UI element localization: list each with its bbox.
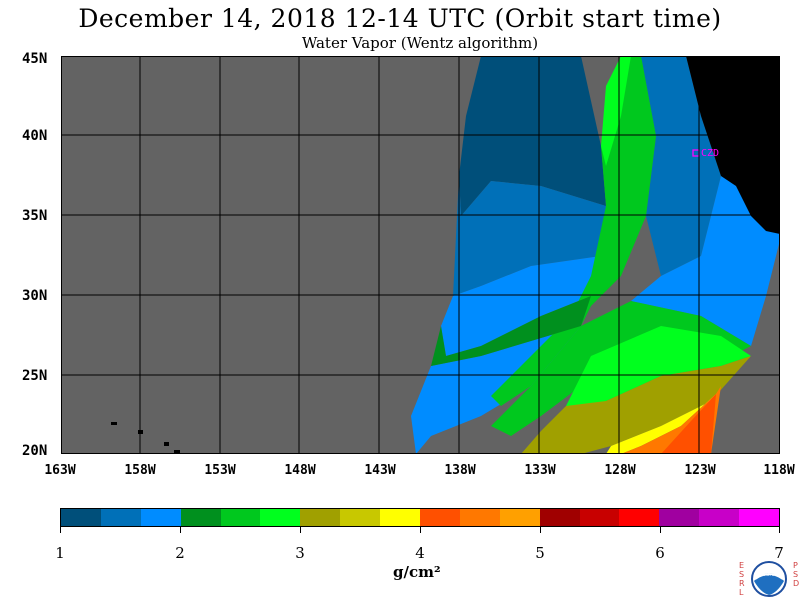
vapor-band-bright-green — [566, 326, 751, 416]
svg-text:S: S — [739, 570, 744, 579]
colorbar-label-4: 4 — [415, 544, 425, 562]
svg-text:E: E — [739, 561, 744, 570]
colorbar-swatch — [180, 509, 221, 526]
colorbar-label-3: 3 — [295, 544, 305, 562]
colorbar-swatch — [459, 509, 500, 526]
colorbar-tick — [180, 527, 181, 533]
vapor-band-light-blue-east — [631, 176, 780, 346]
lat-label-35n: 35N — [22, 208, 48, 224]
colorbar-tick — [540, 527, 541, 533]
colorbar-label-5: 5 — [535, 544, 545, 562]
colorbar-swatch — [659, 509, 700, 526]
colorbar-swatch — [619, 509, 660, 526]
colorbar-tick — [420, 527, 421, 533]
colorbar-tick — [660, 527, 661, 533]
colorbar-swatch — [220, 509, 261, 526]
map-title: December 14, 2018 12-14 UTC (Orbit start… — [78, 4, 722, 33]
svg-text:S: S — [793, 570, 798, 579]
colorbar-tick — [60, 527, 61, 533]
colorbar-swatch — [539, 509, 580, 526]
lon-label-163w: 163W — [44, 463, 76, 478]
station-label: CZD — [701, 148, 719, 159]
colorbar-swatch — [140, 509, 181, 526]
vapor-band-green-1 — [491, 56, 656, 406]
vapor-band-dark-blue — [459, 56, 606, 216]
vapor-band-light-blue — [441, 256, 601, 356]
colorbar-swatch — [380, 509, 421, 526]
lat-label-30n: 30N — [22, 288, 48, 304]
colorbar-swatch — [420, 509, 460, 526]
colorbar-label-7: 7 — [774, 544, 784, 562]
svg-text:D: D — [793, 579, 799, 588]
colorbar-swatch — [300, 509, 341, 526]
colorbar-swatch — [499, 509, 540, 526]
colorbar-units: g/cm² — [393, 563, 441, 581]
lon-label-153w: 153W — [204, 463, 236, 478]
svg-text:R: R — [739, 579, 745, 588]
colorbar-tick — [779, 527, 780, 533]
colorbar-label-6: 6 — [655, 544, 665, 562]
colorbar-swatch — [260, 509, 301, 526]
colorbar-swatch — [579, 509, 620, 526]
vapor-band-yellow — [606, 394, 716, 454]
lat-label-25n: 25N — [22, 368, 48, 384]
lat-label-40n: 40N — [22, 128, 48, 144]
vapor-band-dark-green — [431, 296, 591, 366]
svg-text:NOAA: NOAA — [762, 572, 777, 578]
water-vapor-map: CZD — [61, 56, 780, 454]
colorbar-swatch — [699, 509, 740, 526]
graticule — [61, 56, 780, 454]
colorbar-tick — [300, 527, 301, 533]
color-scale-bar — [60, 508, 780, 527]
vapor-band-blue-east — [641, 56, 721, 276]
svg-text:L: L — [739, 588, 744, 597]
lon-label-128w: 128W — [604, 463, 636, 478]
colorbar-swatch — [739, 509, 780, 526]
lon-label-123w: 123W — [684, 463, 716, 478]
noaa-logo: E S R L NOAA P S D — [739, 561, 799, 597]
map-subtitle: Water Vapor (Wentz algorithm) — [301, 34, 539, 52]
lon-label-133w: 133W — [524, 463, 556, 478]
lon-label-118w: 118W — [763, 463, 795, 478]
colorbar-label-2: 2 — [175, 544, 185, 562]
land-mass — [686, 56, 780, 234]
lon-label-143w: 143W — [364, 463, 396, 478]
colorbar-label-1: 1 — [55, 544, 65, 562]
vapor-band-green-2 — [601, 56, 631, 166]
lat-label-45n: 45N — [22, 51, 48, 67]
vapor-band-red-orange — [661, 394, 716, 454]
colorbar-swatch — [340, 509, 381, 526]
colorbar-swatch — [100, 509, 141, 526]
lat-label-20n: 20N — [22, 443, 48, 459]
vapor-band-blue — [453, 176, 606, 296]
lon-label-148w: 148W — [284, 463, 316, 478]
colorbar-swatch — [61, 509, 101, 526]
lon-label-158w: 158W — [124, 463, 156, 478]
vapor-band-olive — [521, 356, 751, 454]
lon-label-138w: 138W — [444, 463, 476, 478]
svg-text:P: P — [793, 561, 798, 570]
